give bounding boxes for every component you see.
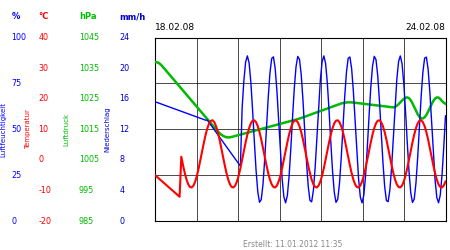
Text: Erstellt: 11.01.2012 11:35: Erstellt: 11.01.2012 11:35 [243, 240, 342, 249]
Text: 1035: 1035 [79, 64, 99, 72]
Text: 985: 985 [79, 217, 94, 226]
Text: 40: 40 [38, 33, 48, 42]
Text: Luftfeuchtigkeit: Luftfeuchtigkeit [0, 102, 7, 157]
Text: Temperatur: Temperatur [25, 110, 31, 149]
Text: 50: 50 [11, 125, 22, 134]
Text: 20: 20 [119, 64, 130, 72]
Text: 4: 4 [119, 186, 124, 195]
Text: 100: 100 [11, 33, 26, 42]
Text: 0: 0 [11, 217, 16, 226]
Text: 0: 0 [38, 156, 43, 164]
Text: -20: -20 [38, 217, 51, 226]
Text: 30: 30 [38, 64, 48, 72]
Text: %: % [11, 12, 20, 21]
Text: 1005: 1005 [79, 156, 99, 164]
Text: 10: 10 [38, 125, 48, 134]
Text: 1045: 1045 [79, 33, 99, 42]
Text: -10: -10 [38, 186, 51, 195]
Text: 16: 16 [119, 94, 129, 103]
Text: 0: 0 [119, 217, 124, 226]
Text: 24: 24 [119, 33, 130, 42]
Text: 1015: 1015 [79, 125, 99, 134]
Text: 1025: 1025 [79, 94, 99, 103]
Text: 24.02.08: 24.02.08 [405, 23, 446, 32]
Text: 20: 20 [38, 94, 49, 103]
Text: 75: 75 [11, 79, 22, 88]
Text: mm/h: mm/h [119, 12, 145, 21]
Text: 25: 25 [11, 171, 22, 180]
Text: 12: 12 [119, 125, 130, 134]
Text: hPa: hPa [79, 12, 96, 21]
Text: Luftdruck: Luftdruck [63, 113, 70, 146]
Text: 8: 8 [119, 156, 124, 164]
Text: 995: 995 [79, 186, 94, 195]
Text: Niederschlag: Niederschlag [104, 106, 110, 152]
Text: °C: °C [38, 12, 49, 21]
Text: 18.02.08: 18.02.08 [155, 23, 195, 32]
